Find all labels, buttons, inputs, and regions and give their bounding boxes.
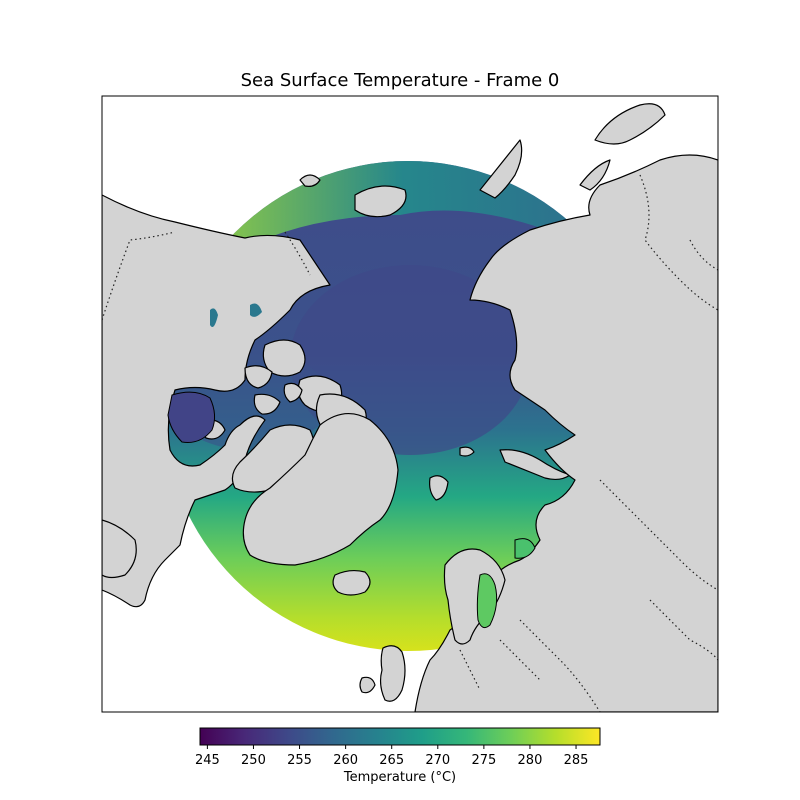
colorbar-tick-label: 280 bbox=[518, 753, 543, 768]
colorbar: 245 250 255 260 265 270 275 280 285 bbox=[195, 727, 601, 768]
colorbar-gradient bbox=[199, 727, 601, 746]
colorbar-tick-label: 285 bbox=[564, 753, 589, 768]
lake bbox=[210, 308, 218, 328]
baltic-sea bbox=[476, 573, 498, 629]
colorbar-tick-label: 265 bbox=[379, 753, 404, 768]
chart-title: Sea Surface Temperature - Frame 0 bbox=[240, 70, 560, 91]
colorbar-tick-label: 250 bbox=[241, 753, 266, 768]
colorbar-tick-label: 260 bbox=[333, 753, 358, 768]
land-masses bbox=[102, 103, 718, 712]
lake bbox=[250, 303, 262, 317]
colorbar-tick-label: 275 bbox=[471, 753, 496, 768]
country-borders bbox=[102, 174, 718, 712]
colorbar-tick-label: 245 bbox=[195, 753, 220, 768]
map-frame bbox=[101, 95, 719, 713]
white-sea bbox=[514, 538, 536, 559]
hudson-bay bbox=[167, 391, 216, 443]
colorbar-label: Temperature (°C) bbox=[343, 770, 457, 785]
colorbar-tick-label: 255 bbox=[287, 753, 312, 768]
colorbar-tick-label: 270 bbox=[425, 753, 450, 768]
